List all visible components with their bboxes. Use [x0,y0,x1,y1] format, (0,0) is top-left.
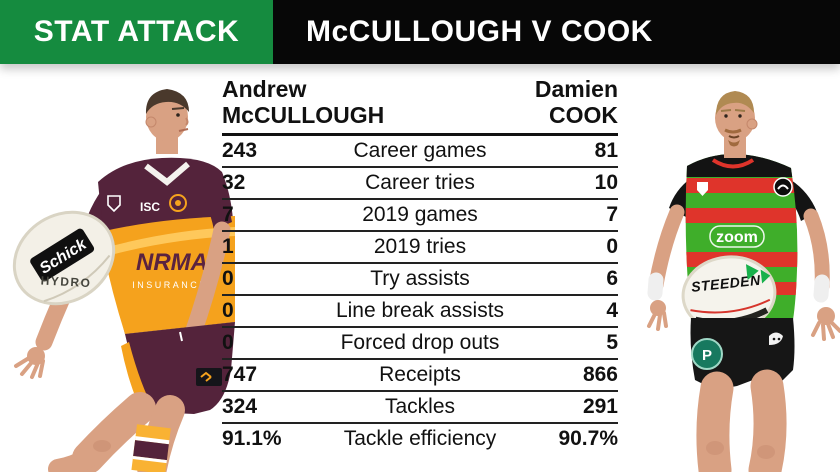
player-head [715,91,758,158]
mccullough-value: 243 [222,139,258,162]
player-name-left: Andrew McCULLOUGH [222,76,384,128]
cook-value: 90.7% [558,427,618,450]
mccullough-value: 32 [222,171,246,194]
cook-value: 4 [606,299,618,322]
shorts-sponsor-icon: P [691,338,723,370]
stats-table-body: 243 Career games 81 32 Career tries 10 7 2019 g… [222,136,618,454]
cook-value: 866 [582,363,618,386]
cook-value: 10 [594,171,618,194]
shorts-sponsor-icon [196,368,222,386]
player-head [145,89,189,154]
table-row: 1 2019 tries 0 [222,232,618,264]
jersey-swoosh [104,227,235,256]
mccullough-value: 1 [222,235,234,258]
nrl-shield-icon [697,182,708,196]
player-last-name: COOK [549,102,618,128]
ball-model-text: HYDRO [40,274,92,291]
shorts-cow-icon [769,332,783,345]
player-leg [696,371,734,472]
player-hair [145,89,189,114]
stat-label: Try assists [370,267,470,290]
stat-label: 2019 games [362,203,478,226]
broncos-logo-icon [169,194,187,212]
jersey-sponsor-text: zoom [716,229,758,246]
mccullough-value: 7 [222,203,234,226]
wrist-tape [813,274,830,303]
stat-label: Career tries [365,171,475,194]
cook-value: 5 [606,331,618,354]
stat-label: Tackles [384,395,456,418]
player-name-right: Damien COOK [535,76,618,128]
player-hand [14,347,45,379]
cook-value: 81 [594,139,618,162]
photo-damien-cook: zoom STEEDEN [647,91,840,472]
stat-label: 2019 tries [373,235,467,258]
player-leg [748,369,787,472]
mccullough-value: 324 [222,395,258,418]
nrl-shield-icon [107,195,121,213]
jersey-sleeve [194,172,232,230]
table-row: 7 2019 games 7 [222,200,618,232]
stat-label: Tackle efficiency [343,427,497,450]
stat-label: Line break assists [335,299,505,322]
table-row: 91.1% Tackle efficiency 90.7% [222,424,618,454]
stat-attack-badge: STAT ATTACK [0,0,273,64]
cook-value: 6 [606,267,618,290]
jersey-collar [711,158,755,169]
player-first-name: Andrew [222,76,307,102]
table-row: 0 Line break assists 4 [222,296,618,328]
jersey-sponsor-text: ISC [140,200,160,214]
cook-value: 291 [582,395,618,418]
player-hand [647,300,668,331]
table-row: 747 Receipts 866 [222,360,618,392]
ball-brand-text: STEEDEN [690,272,761,295]
player-shorts [125,322,235,414]
mccullough-value: 0 [222,299,234,322]
player-leg [72,392,156,472]
player-first-name: Damien [534,76,618,102]
jersey-sponsor: zoom [709,225,765,248]
mccullough-value: 0 [222,331,234,354]
jersey-collar [144,161,190,186]
stats-table: Andrew McCULLOUGH Damien COOK 243 Career … [222,76,618,454]
stat-label: Receipts [379,363,461,386]
player-foot [48,448,98,472]
player-sock [131,424,171,472]
photo-andrew-mccullough: NRMA INSURANCE ISC Schi [12,89,235,472]
header-bar: STAT ATTACK McCULLOUGH V COOK [0,0,840,64]
table-row: 324 Tackles 291 [222,392,618,424]
chest-sponsor-sub-text: INSURANCE [132,280,208,290]
table-row: 243 Career games 81 [222,136,618,168]
chest-sponsor-text: NRMA [136,249,208,276]
player-goatee [728,140,740,147]
rabbitohs-logo-icon [773,177,793,197]
cook-value: 0 [606,235,618,258]
table-header: Andrew McCULLOUGH Damien COOK [222,76,618,136]
shorts-logo-text: P [702,347,712,364]
player-arm [183,221,231,345]
player-last-name: McCULLOUGH [222,102,385,128]
player-hair [716,91,754,115]
player-mustache [724,128,742,134]
stat-label: Forced drop outs [340,331,500,354]
football: Schick HYDRO [12,210,116,306]
table-row: 0 Forced drop outs 5 [222,328,618,360]
player-hand [811,307,840,341]
mccullough-value: 747 [222,363,258,386]
mccullough-value: 0 [222,267,234,290]
cook-value: 7 [606,203,618,226]
mccullough-value: 91.1% [222,427,282,450]
shorts-drawcord [179,331,183,342]
stat-label: Career games [353,139,487,162]
matchup-title: McCULLOUGH V COOK [273,0,840,64]
table-row: 32 Career tries 10 [222,168,618,200]
wrist-tape [647,272,664,301]
table-row: 0 Try assists 6 [222,264,618,296]
